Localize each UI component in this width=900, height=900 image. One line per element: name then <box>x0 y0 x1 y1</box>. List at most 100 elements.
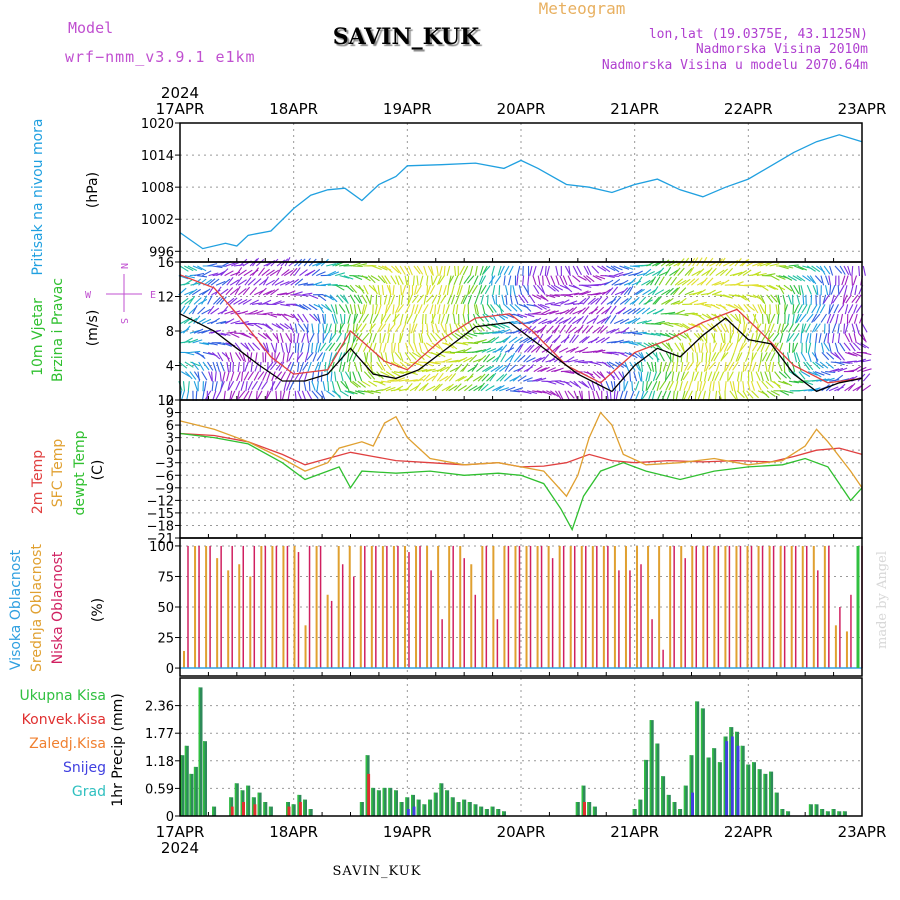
wind-arrow <box>411 304 415 315</box>
wind-arrow <box>352 380 361 388</box>
wind-arrow <box>536 377 547 382</box>
wind-arrow <box>463 275 471 285</box>
precip-bar-highlight <box>229 797 231 816</box>
wind-arrow <box>344 371 351 381</box>
wind-arrow <box>715 269 725 277</box>
wind-arrow <box>707 390 711 401</box>
wind-arrow <box>759 262 770 267</box>
precip-bar-0 <box>717 762 722 816</box>
wind-arrow <box>823 265 831 275</box>
wind-arrow <box>739 259 748 267</box>
wind-arrow <box>527 390 538 395</box>
wind-arrow <box>540 303 550 309</box>
wind-arrow <box>708 361 716 370</box>
wind-arrow <box>628 317 638 325</box>
wind-arrow <box>235 267 243 276</box>
wind-arrow <box>768 284 779 291</box>
wind-arrow <box>861 323 868 333</box>
wind-arrow <box>545 310 556 315</box>
cloud-tick-label: 75 <box>157 570 174 585</box>
wind-arrow <box>431 323 435 334</box>
wind-arrow <box>294 390 297 401</box>
temp-tick-label: 6 <box>166 419 174 434</box>
wind-arrow <box>681 342 686 353</box>
wind-arrow <box>572 317 582 325</box>
precip-bar-highlight <box>484 809 487 816</box>
wind-arrow <box>256 390 263 400</box>
wind-arrow <box>500 353 507 363</box>
precip-tick-label: 2.36 <box>145 700 174 715</box>
wind-arrow <box>196 351 206 360</box>
precip-bar-highlight <box>700 708 703 816</box>
pressure-unit: (hPa) <box>85 172 101 208</box>
wind-arrow <box>665 371 672 381</box>
wind-arrow <box>803 388 814 392</box>
wind-arrow <box>488 275 496 285</box>
panel-frame-temp <box>179 399 863 539</box>
temp-tick-label: −21 <box>147 532 174 547</box>
wind-arrow <box>853 333 857 344</box>
wind-arrow <box>426 385 436 392</box>
wind-arrow <box>585 275 595 283</box>
temp-tick-label: 0 <box>166 444 174 459</box>
wind-arrow <box>567 300 578 305</box>
precip-bar-highlight <box>678 809 680 816</box>
wind-arrow <box>750 371 754 382</box>
wind-arrow <box>229 279 239 286</box>
wind-arrow <box>577 297 587 305</box>
wind-arrow <box>730 313 739 322</box>
wind-arrow <box>462 347 472 353</box>
precip-bar-2 <box>691 792 694 816</box>
wind-arrow <box>673 267 681 276</box>
wind-arrow <box>486 373 495 382</box>
precip-tick-label: 1.18 <box>145 755 174 770</box>
wind-arrow <box>357 342 363 353</box>
wind-arrow <box>472 375 482 382</box>
precip-bar-1 <box>287 806 291 816</box>
wind-arrow <box>816 285 819 296</box>
wind-arrow <box>661 390 667 401</box>
wind-arrow <box>256 313 267 316</box>
wind-arrow <box>700 323 709 331</box>
wind-arrow <box>674 381 679 391</box>
wind-arrow <box>188 338 198 344</box>
wind-arrow <box>365 294 371 305</box>
wind-arrow <box>415 284 422 295</box>
wind-arrow <box>379 361 386 372</box>
wind-arrow <box>326 390 335 398</box>
wind-arrow <box>380 380 391 384</box>
wind-arrow <box>842 361 853 364</box>
wind-arrow <box>486 337 496 344</box>
wind-arrow <box>313 313 321 323</box>
wind-arrow <box>806 313 814 323</box>
precip-bar-highlight <box>212 806 214 816</box>
wind-arrow <box>766 390 776 397</box>
wind-arrow <box>187 265 198 271</box>
cloud-tick-label: 0 <box>166 662 174 677</box>
wind-arrow <box>825 371 836 374</box>
wind-arrow <box>357 371 363 382</box>
wind-arrow <box>757 294 765 304</box>
wind-arrow <box>355 332 363 342</box>
wind-arrow <box>732 381 736 392</box>
wind-arrow <box>642 319 652 325</box>
wind-arrow <box>679 381 683 392</box>
wind-arrow <box>526 357 536 363</box>
wind-arrow <box>226 371 230 382</box>
wind-arrow <box>720 342 726 352</box>
wind-arrow <box>608 361 619 368</box>
wind-arrow <box>553 284 563 291</box>
wind-arrow <box>505 294 508 305</box>
wind-arrow <box>421 313 424 325</box>
wind-arrow <box>746 294 757 299</box>
wind-arrow <box>233 298 243 305</box>
wind-arrow <box>728 332 734 343</box>
wind-arrow <box>819 361 829 369</box>
wind-arrow <box>811 304 818 314</box>
wind-arrow <box>418 384 427 392</box>
wind-arrow <box>635 276 643 286</box>
wind-arrow <box>217 309 228 315</box>
wind-arrow <box>604 305 612 315</box>
wind-arrow <box>834 374 844 382</box>
